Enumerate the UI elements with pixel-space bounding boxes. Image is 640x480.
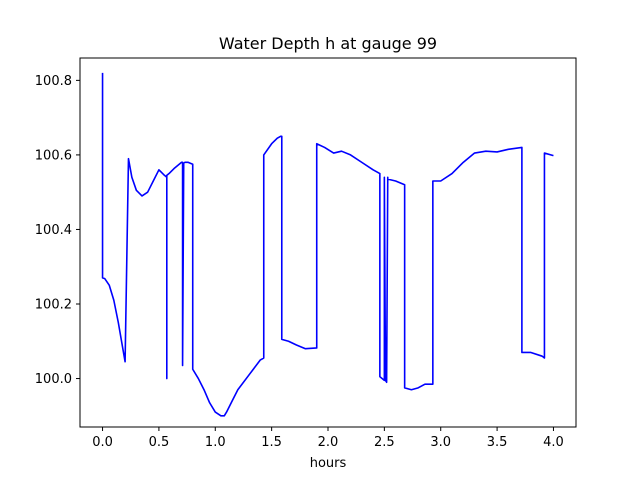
x-tick-label: 0.0 (92, 435, 113, 450)
y-axis-ticks: 100.0 100.2 100.4 100.6 100.8 (35, 74, 80, 387)
chart-title: Water Depth h at gauge 99 (219, 34, 437, 53)
y-tick-label: 100.4 (35, 223, 72, 238)
x-tick-label: 2.5 (374, 435, 395, 450)
y-tick-label: 100.8 (35, 74, 72, 89)
x-axis-ticks: 0.0 0.5 1.0 1.5 2.0 2.5 3.0 3.5 4.0 (92, 427, 564, 450)
x-tick-label: 0.5 (149, 435, 170, 450)
x-axis-label: hours (310, 456, 347, 471)
x-tick-label: 2.0 (318, 435, 339, 450)
plot-area (103, 73, 554, 416)
x-tick-label: 4.0 (543, 435, 564, 450)
axes-frame (80, 58, 576, 427)
x-tick-label: 3.0 (430, 435, 451, 450)
y-tick-label: 100.6 (35, 148, 72, 163)
y-tick-label: 100.0 (35, 372, 72, 387)
x-tick-label: 1.0 (205, 435, 226, 450)
series-line-water-depth (103, 73, 554, 416)
y-tick-label: 100.2 (35, 298, 72, 313)
x-tick-label: 3.5 (487, 435, 508, 450)
water-depth-chart: Water Depth h at gauge 99 0.0 0.5 1.0 1.5 2.… (0, 0, 640, 480)
x-tick-label: 1.5 (261, 435, 282, 450)
